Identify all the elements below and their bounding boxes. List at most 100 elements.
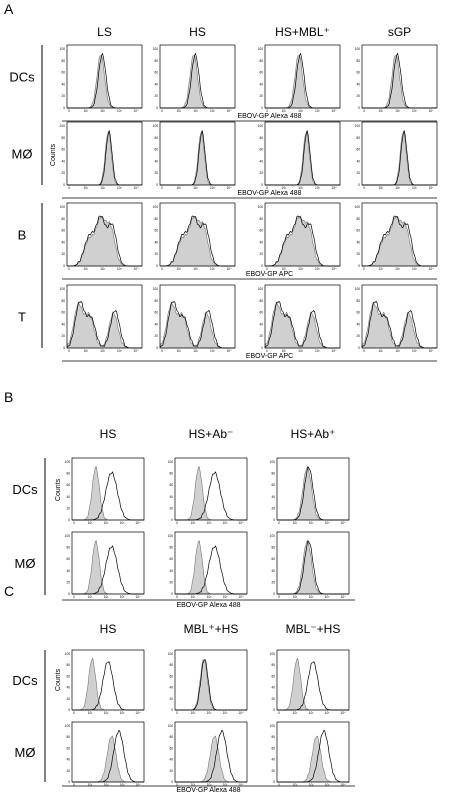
panel-frame <box>66 44 143 109</box>
y-tick-label: 80 <box>154 59 158 63</box>
x-tick-label: 10¹ <box>83 349 88 353</box>
y-tick-label: 80 <box>66 546 70 550</box>
x-tick-label: 10¹ <box>176 109 181 113</box>
histogram-panel: 0 20 40 60 80 100 0 10¹ 10² 10³ 10⁴ <box>153 284 236 353</box>
y-tick-label: 100 <box>355 205 361 209</box>
x-tick-label: 10⁴ <box>134 267 140 271</box>
column-header: HS <box>189 25 206 39</box>
control-histogram <box>175 735 247 783</box>
y-tick-label: 80 <box>356 217 360 221</box>
x-tick-label: 10² <box>207 521 212 525</box>
x-tick-label: 10¹ <box>191 711 196 715</box>
x-tick-label: 10¹ <box>378 109 383 113</box>
histogram-panel: 0 20 40 60 80 100 0 10¹ 10² 10³ 10⁴ <box>258 284 341 353</box>
y-tick-label: 80 <box>271 735 275 739</box>
x-tick-label: 0 <box>161 186 163 190</box>
x-tick-label: 0 <box>73 595 75 599</box>
x-tick-label: 10⁴ <box>332 109 338 113</box>
x-tick-label: 0 <box>161 267 163 271</box>
y-tick-label: 0 <box>156 264 158 268</box>
x-tick-label: 0 <box>68 109 70 113</box>
y-tick-label: 20 <box>154 171 158 175</box>
y-tick-label: 100 <box>355 287 361 291</box>
y-tick-label: 80 <box>66 735 70 739</box>
x-tick-label: 10³ <box>120 711 125 715</box>
y-tick-label: 60 <box>169 674 173 678</box>
sample-histogram <box>72 661 144 711</box>
y-tick-label: 100 <box>153 287 159 291</box>
y-tick-label: 40 <box>259 322 263 326</box>
x-tick-label: 10¹ <box>378 349 383 353</box>
panel-frame <box>159 44 236 109</box>
y-tick-label: 80 <box>61 217 65 221</box>
x-tick-label: 0 <box>176 521 178 525</box>
control-histogram <box>362 131 437 186</box>
histogram-panel: 0 20 40 60 80 100 0 10¹ 10² 10³ 10⁴ <box>168 531 248 599</box>
y-tick-label: 20 <box>169 697 173 701</box>
y-tick-label: 80 <box>61 136 65 140</box>
y-tick-label: 0 <box>68 708 70 712</box>
x-tick-label: 10¹ <box>83 186 88 190</box>
panel-frame <box>66 284 143 349</box>
histogram-panel: 0 20 40 60 80 100 0 10¹ 10² 10³ 10⁴ <box>65 457 145 525</box>
y-tick-label: 40 <box>259 159 263 163</box>
y-tick-label: 60 <box>61 229 65 233</box>
y-tick-label: 40 <box>356 159 360 163</box>
y-tick-label: 60 <box>169 557 173 561</box>
y-tick-label: 80 <box>61 59 65 63</box>
y-tick-label: 40 <box>169 758 173 762</box>
y-tick-label: 60 <box>66 674 70 678</box>
y-tick-label: 60 <box>61 148 65 152</box>
x-tick-label: 10⁴ <box>341 595 347 599</box>
x-tick-label: 10¹ <box>281 267 286 271</box>
x-tick-label: 10³ <box>412 109 417 113</box>
x-tick-label: 10³ <box>223 595 228 599</box>
x-tick-label: 10³ <box>325 783 330 787</box>
x-tick-label: 10² <box>193 186 198 190</box>
y-tick-label: 40 <box>66 569 70 573</box>
y-tick-label: 20 <box>271 769 275 773</box>
x-tick-label: 10³ <box>210 186 215 190</box>
y-tick-label: 60 <box>66 746 70 750</box>
x-tick-label: 10³ <box>120 595 125 599</box>
y-tick-label: 100 <box>258 124 264 128</box>
control-histogram <box>160 131 235 186</box>
row-label: DCs <box>9 70 35 85</box>
y-tick-label: 0 <box>261 106 263 110</box>
histogram-panel: 0 20 40 60 80 100 0 10¹ 10² 10³ 10⁴ <box>153 202 236 271</box>
x-tick-label: 10¹ <box>281 109 286 113</box>
x-axis-label: EBOV-GP Alexa 488 <box>176 602 240 609</box>
x-tick-label: 10² <box>207 783 212 787</box>
x-tick-label: 0 <box>161 109 163 113</box>
y-tick-label: 40 <box>61 240 65 244</box>
y-tick-label: 40 <box>169 569 173 573</box>
x-tick-label: 10² <box>100 109 105 113</box>
x-tick-label: 10² <box>207 711 212 715</box>
y-tick-label: 40 <box>271 686 275 690</box>
y-tick-label: 60 <box>259 148 263 152</box>
x-tick-label: 10¹ <box>378 186 383 190</box>
control-histogram <box>264 301 340 349</box>
control-histogram <box>72 735 144 783</box>
x-tick-label: 0 <box>278 595 280 599</box>
x-tick-label: 10⁴ <box>341 783 347 787</box>
x-tick-label: 10² <box>298 267 303 271</box>
y-tick-label: 40 <box>154 82 158 86</box>
x-tick-label: 10⁴ <box>341 711 347 715</box>
histogram-panel: 0 20 40 60 80 100 0 10¹ 10² 10³ 10⁴ <box>270 531 350 599</box>
x-tick-label: 10⁴ <box>136 711 142 715</box>
x-tick-label: 10¹ <box>281 349 286 353</box>
y-tick-label: 80 <box>356 136 360 140</box>
control-histogram <box>277 539 349 595</box>
y-tick-label: 40 <box>259 240 263 244</box>
x-tick-label: 10² <box>207 595 212 599</box>
y-tick-label: 100 <box>60 124 66 128</box>
panel-frame <box>264 284 341 349</box>
x-tick-label: 0 <box>363 186 365 190</box>
y-tick-label: 0 <box>63 264 65 268</box>
y-axis-label: Counts <box>55 668 62 691</box>
histogram-panel: 0 20 40 60 80 100 0 10¹ 10² 10³ 10⁴ <box>60 44 143 113</box>
x-tick-label: 10¹ <box>191 521 196 525</box>
histogram-panel: 0 20 40 60 80 100 0 10¹ 10² 10³ 10⁴ <box>60 202 143 271</box>
y-tick-label: 80 <box>154 217 158 221</box>
